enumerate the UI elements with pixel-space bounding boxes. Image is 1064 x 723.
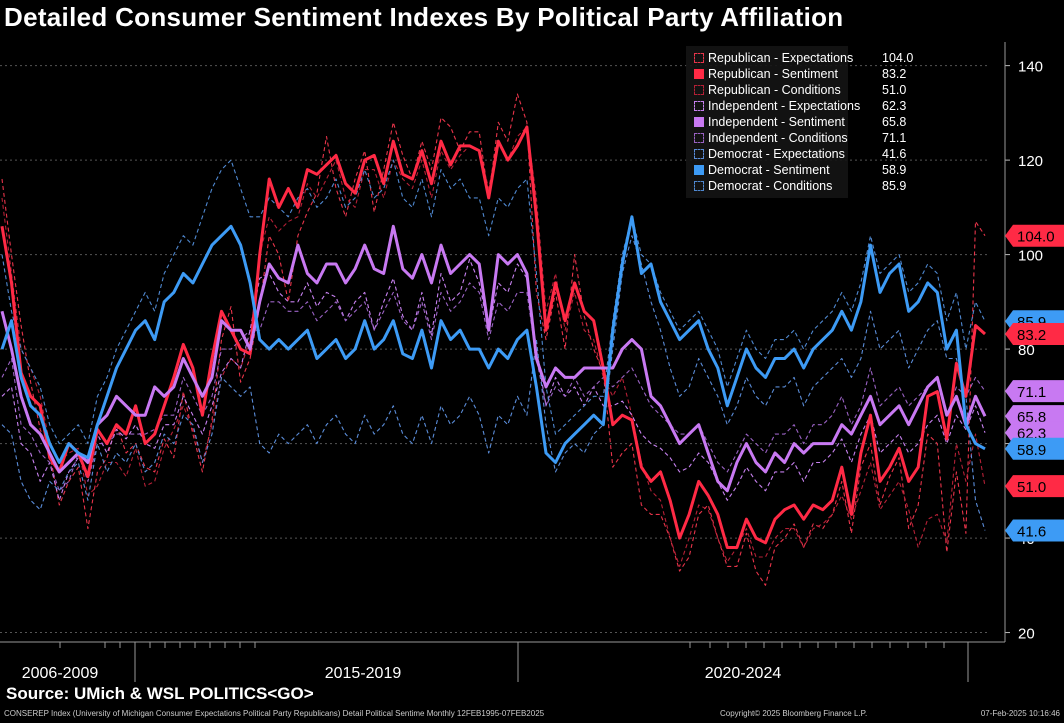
legend-label: Republican - Sentiment [708,67,838,81]
legend-label: Republican - Expectations [708,51,854,65]
legend-value: 58.9 [882,163,907,177]
last-value-tag [1005,437,1064,460]
legend-label: Independent - Expectations [708,99,861,113]
legend-swatch [694,149,704,159]
legend-label: Independent - Sentiment [708,115,845,129]
footer-description: CONSEREP Index (University of Michigan C… [4,709,545,718]
series-line-democrat-expectations [1,235,986,531]
legend-item: Republican - Conditions 51.0 [694,83,906,97]
last-value-tag-label: 83.2 [1017,327,1046,344]
series-line-republican-sentiment [0,125,987,549]
last-value-tag [1005,405,1064,428]
legend-label: Republican - Conditions [708,83,841,97]
last-value-tag [1005,475,1064,498]
y-tick-label: 140 [1018,59,1043,76]
legend-item: Democrat - Conditions 85.9 [694,179,906,193]
legend-value: 65.8 [882,115,907,129]
legend-item: Republican - Sentiment 83.2 [694,67,906,81]
x-period-label: 2006-2009 [22,665,99,682]
legend-value: 83.2 [882,67,907,81]
last-value-tag-label: 41.6 [1017,524,1046,541]
y-tick-label: 120 [1018,153,1043,170]
legend-swatch [694,165,704,175]
legend-label: Independent - Conditions [708,131,848,145]
series-line-republican-conditions [1,126,986,567]
legend-item: Republican - Expectations 104.0 [694,51,913,65]
footer-timestamp: 07-Feb-2025 10:16:46 [980,709,1060,718]
legend-value: 62.3 [882,99,907,113]
legend-swatch [694,85,704,95]
legend-label: Democrat - Expectations [708,147,845,161]
legend-value: 51.0 [882,83,907,97]
legend-value: 71.1 [882,131,907,145]
legend-swatch [694,101,704,111]
legend-swatch [694,181,704,191]
last-value-tag-label: 58.9 [1017,442,1046,459]
chart-title: Detailed Consumer Sentiment Indexes By P… [4,2,844,32]
x-period-label: 2015-2019 [325,665,402,682]
legend-swatch [694,133,704,143]
legend-item: Democrat - Expectations 41.6 [694,147,906,161]
series-line-independent-sentiment [0,224,987,493]
series-line-independent-conditions [1,282,986,492]
last-value-tag [1005,519,1064,542]
legend-value: 41.6 [882,147,907,161]
last-value-tag-label: 104.0 [1017,229,1055,246]
legend-value: 85.9 [882,179,907,193]
series-line-independent-expectations [1,258,986,501]
source-note: Source: UMich & WSL POLITICS<GO> [6,684,314,703]
y-tick-label: 100 [1018,248,1043,265]
legend-swatch [694,69,704,79]
legend-item: Independent - Expectations 62.3 [694,99,906,113]
last-value-tag [1005,224,1064,247]
last-value-tag [1005,380,1064,403]
y-tick-label: 80 [1018,342,1035,359]
legend-item: Democrat - Sentiment 58.9 [694,163,906,177]
legend-label: Democrat - Sentiment [708,163,830,177]
x-period-label: 2020-2024 [705,665,782,682]
legend-item: Independent - Conditions 71.1 [694,131,906,145]
series-line-democrat-sentiment [0,215,986,464]
last-value-tag [1005,322,1064,345]
legend-label: Democrat - Conditions [708,179,833,193]
footer-copyright: Copyright© 2025 Bloomberg Finance L.P. [720,709,868,718]
chart-legend: Republican - Expectations 104.0 Republican… [686,46,913,198]
last-value-tag-label: 51.0 [1017,479,1046,496]
legend-swatch [694,53,704,63]
series-line-democrat-conditions [1,159,986,445]
legend-item: Independent - Sentiment 65.8 [694,115,906,129]
y-tick-label: 20 [1018,626,1035,643]
legend-value: 104.0 [882,51,914,65]
legend-swatch [694,117,704,127]
last-value-tag-label: 71.1 [1017,384,1046,401]
